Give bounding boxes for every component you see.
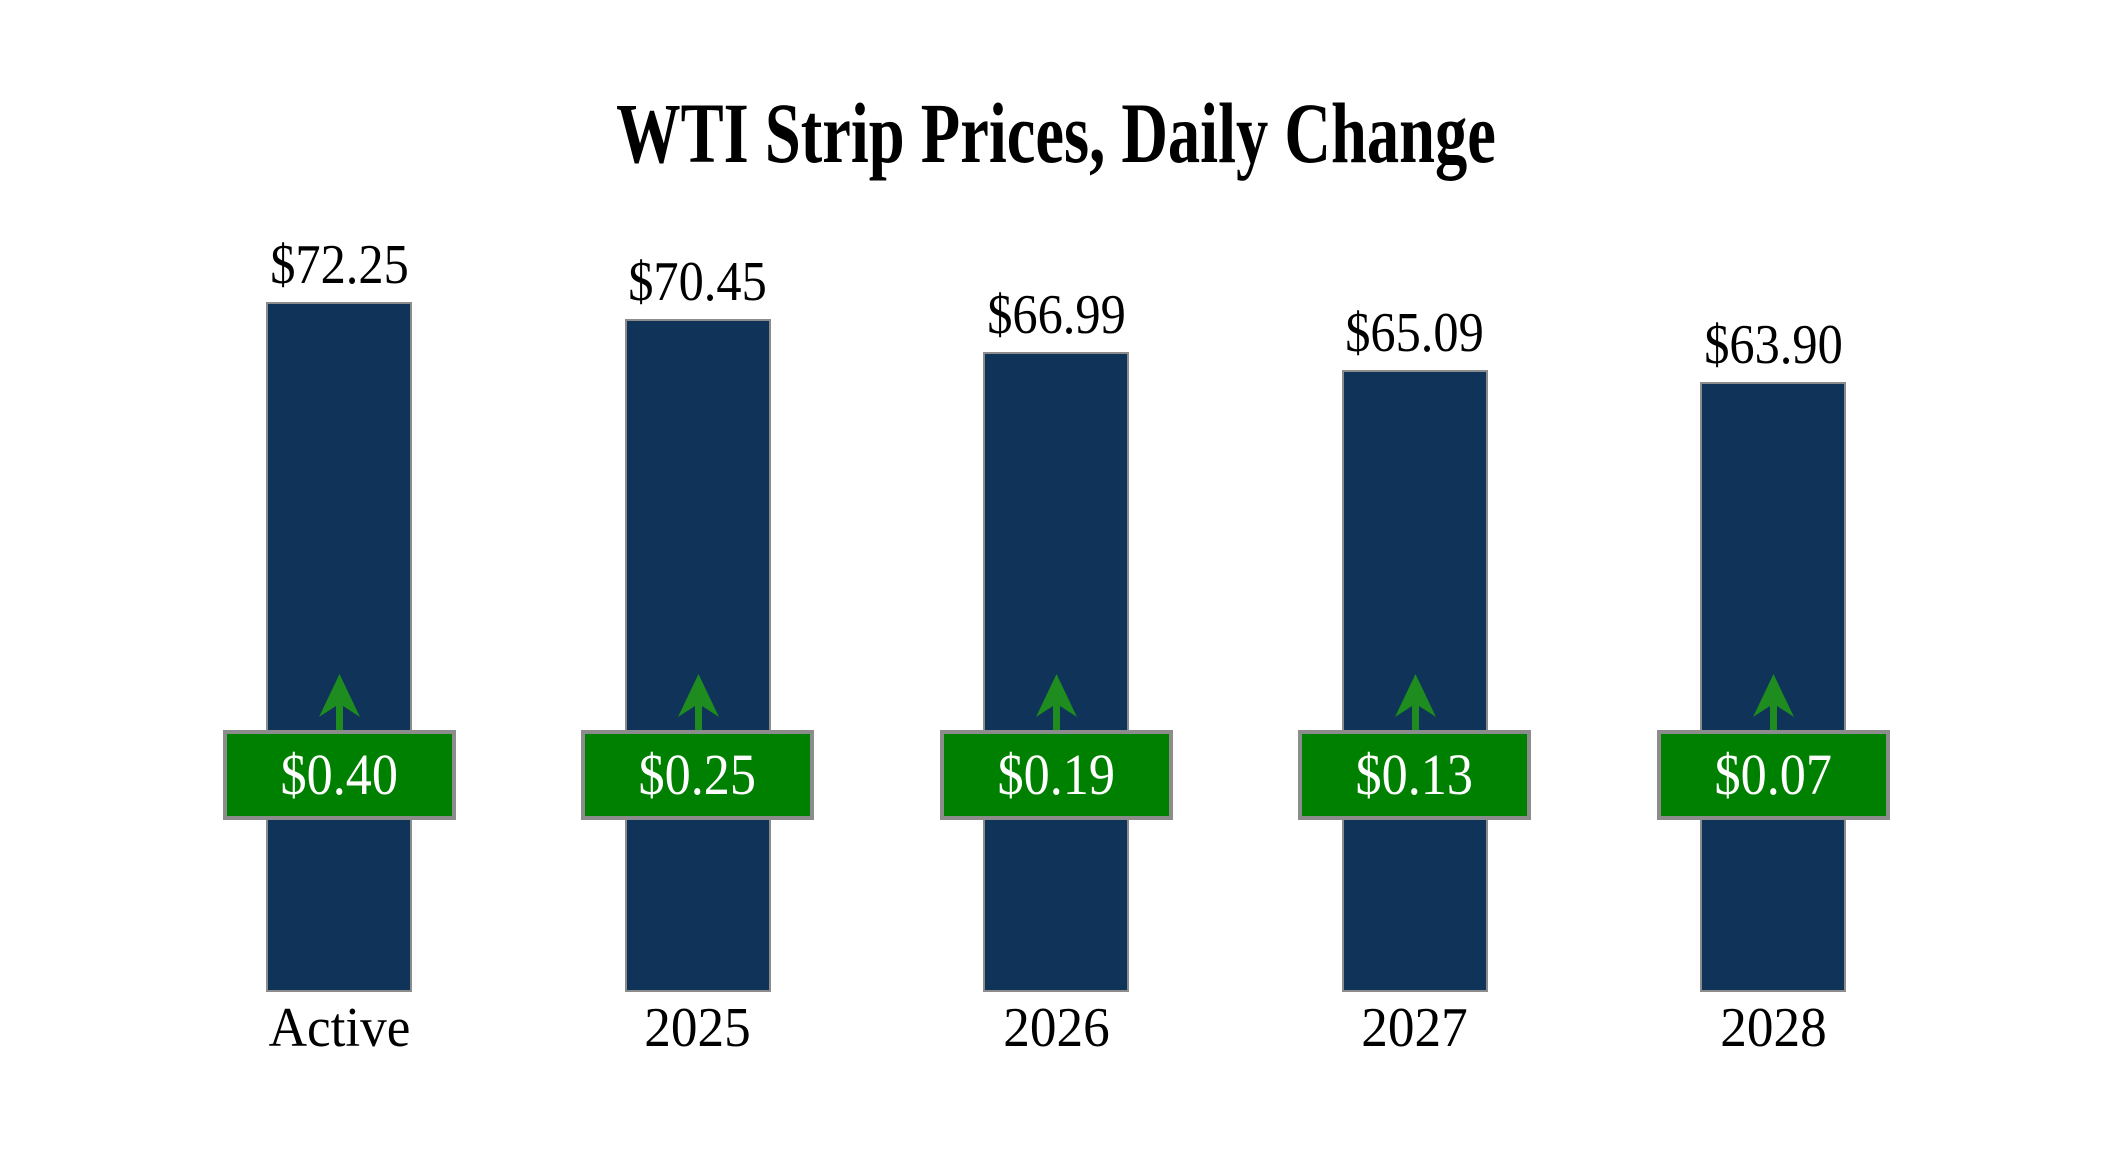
bar-group-active: $72.25 $0.40 Active <box>222 0 456 1152</box>
bar <box>624 319 771 992</box>
bar-group-2025: $70.45 $0.25 2025 <box>581 0 814 1152</box>
daily-change-label: $0.19 <box>997 742 1115 807</box>
bar-group-2027: $65.09 $0.13 2027 <box>1298 0 1531 1152</box>
bar <box>983 352 1129 992</box>
bar <box>266 302 412 992</box>
up-arrow-icon <box>1747 674 1800 730</box>
up-arrow-icon <box>1030 674 1083 730</box>
bar-group-2028: $63.90 $0.07 2028 <box>1656 0 1890 1152</box>
daily-change-badge: $0.25 <box>581 730 814 820</box>
bar-group-2026: $66.99 $0.19 2026 <box>939 0 1173 1152</box>
chart-title: WTI Strip Prices, Daily Change <box>616 85 1496 181</box>
bar-value-label: $72.25 <box>269 234 409 296</box>
category-label: 2028 <box>1719 997 1827 1059</box>
daily-change-badge: $0.07 <box>1656 730 1890 820</box>
daily-change-badge: $0.13 <box>1298 730 1531 820</box>
daily-change-badge: $0.40 <box>222 730 456 820</box>
bar-value-label: $66.99 <box>986 284 1126 346</box>
bar-value-label: $65.09 <box>1345 302 1484 364</box>
category-label: 2025 <box>644 997 751 1059</box>
daily-change-badge: $0.19 <box>939 730 1173 820</box>
bar-value-label: $63.90 <box>1703 314 1843 376</box>
daily-change-label: $0.07 <box>1714 742 1832 807</box>
category-label: 2026 <box>1002 997 1110 1059</box>
up-arrow-icon <box>1389 674 1442 730</box>
category-label: 2027 <box>1361 997 1468 1059</box>
up-arrow-icon <box>672 674 725 730</box>
daily-change-label: $0.13 <box>1355 742 1474 807</box>
daily-change-label: $0.40 <box>280 742 398 807</box>
bar-value-label: $70.45 <box>628 251 767 313</box>
up-arrow-icon <box>313 674 366 730</box>
category-label: Active <box>268 997 410 1059</box>
daily-change-label: $0.25 <box>638 742 757 807</box>
